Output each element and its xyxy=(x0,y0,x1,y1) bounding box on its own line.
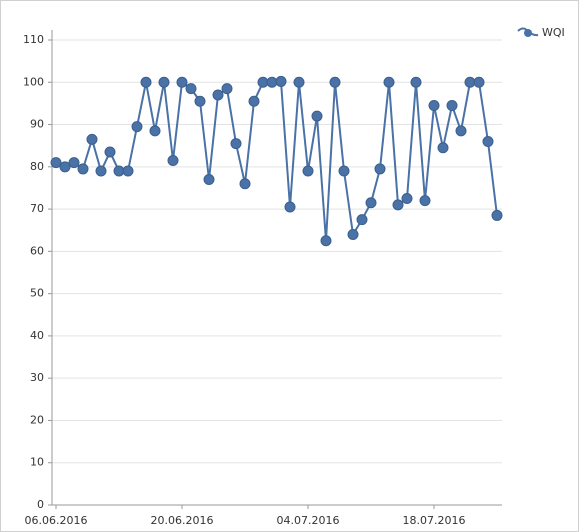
data-point xyxy=(383,76,395,88)
data-point xyxy=(221,83,233,95)
data-point xyxy=(428,100,440,112)
y-tick-label: 110 xyxy=(23,33,44,46)
data-point xyxy=(122,165,134,177)
data-point xyxy=(482,135,494,147)
data-point xyxy=(248,95,260,107)
data-point xyxy=(212,89,224,101)
y-tick-label: 30 xyxy=(30,371,44,384)
y-tick-label: 10 xyxy=(30,456,44,469)
data-point xyxy=(356,214,368,226)
data-point xyxy=(347,228,359,240)
data-point xyxy=(149,125,161,137)
data-point xyxy=(419,195,431,207)
data-point xyxy=(410,76,422,88)
legend-marker xyxy=(524,29,532,37)
y-tick-label: 40 xyxy=(30,329,44,342)
data-point xyxy=(365,197,377,209)
data-point xyxy=(311,110,323,122)
y-tick-label: 80 xyxy=(30,160,44,173)
data-point xyxy=(329,76,341,88)
x-tick-label: 18.07.2016 xyxy=(403,514,466,527)
x-tick-label: 06.06.2016 xyxy=(25,514,88,527)
data-point xyxy=(455,125,467,137)
data-point xyxy=(68,157,80,169)
data-point xyxy=(95,165,107,177)
data-point xyxy=(338,165,350,177)
x-tick-label: 20.06.2016 xyxy=(151,514,214,527)
data-point xyxy=(302,165,314,177)
data-point xyxy=(194,95,206,107)
data-point xyxy=(437,142,449,154)
data-point xyxy=(275,75,287,87)
data-point xyxy=(392,199,404,211)
data-point xyxy=(104,146,116,158)
y-tick-label: 60 xyxy=(30,244,44,257)
data-point xyxy=(59,161,71,173)
data-point xyxy=(230,138,242,150)
data-point xyxy=(167,154,179,166)
data-point xyxy=(77,163,89,175)
y-tick-label: 90 xyxy=(30,118,44,131)
data-point xyxy=(158,76,170,88)
data-point xyxy=(473,76,485,88)
data-point xyxy=(446,100,458,112)
data-point xyxy=(239,178,251,190)
data-point xyxy=(293,76,305,88)
y-tick-label: 0 xyxy=(37,498,44,511)
y-tick-label: 20 xyxy=(30,413,44,426)
y-tick-label: 50 xyxy=(30,287,44,300)
data-point xyxy=(401,193,413,205)
data-point xyxy=(176,76,188,88)
y-tick-label: 70 xyxy=(30,202,44,215)
data-point xyxy=(266,76,278,88)
data-point xyxy=(131,121,143,133)
legend-label: WQI xyxy=(542,26,565,39)
data-point xyxy=(320,235,332,247)
data-point xyxy=(50,157,62,169)
x-tick-label: 04.07.2016 xyxy=(277,514,340,527)
data-point xyxy=(374,163,386,175)
data-point xyxy=(284,201,296,213)
y-tick-label: 100 xyxy=(23,75,44,88)
data-point xyxy=(86,133,98,145)
data-point xyxy=(140,76,152,88)
data-point xyxy=(491,209,503,221)
data-point xyxy=(203,174,215,185)
data-point xyxy=(185,83,197,95)
